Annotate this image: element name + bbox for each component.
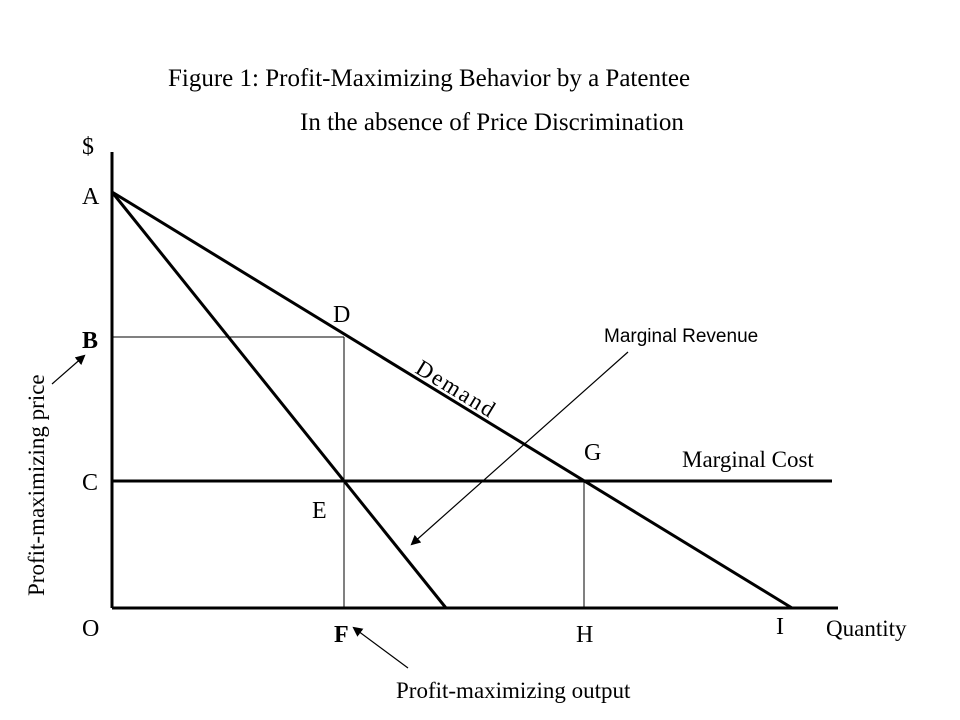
demand-label: Demand (411, 355, 501, 423)
profit-max-output-arrow (352, 626, 409, 669)
marginal-revenue-label: Marginal Revenue (604, 326, 758, 347)
point-label-e: E (312, 498, 327, 524)
y-axis-label: $ (82, 134, 94, 160)
marginal-revenue-curve (110, 191, 448, 609)
profit-max-price-label: Profit-maximizing price (24, 374, 49, 596)
point-label-c: C (82, 470, 98, 496)
point-label-b: B (82, 328, 98, 354)
point-label-h: H (576, 622, 593, 648)
marginal-cost-label: Marginal Cost (682, 447, 814, 472)
figure-title-line-2: In the absence of Price Discrimination (300, 109, 684, 136)
point-label-g: G (584, 440, 601, 466)
figure-title-line-1: Figure 1: Profit-Maximizing Behavior by … (168, 65, 690, 92)
demand-curve (111, 190, 793, 610)
profit-max-price-arrow (51, 354, 86, 385)
point-label-a: A (82, 184, 100, 210)
point-label-i: I (776, 614, 784, 640)
marginal-revenue-arrow (410, 351, 629, 546)
point-label-o: O (82, 616, 99, 642)
point-label-d: D (333, 302, 350, 328)
point-label-f: F (334, 622, 349, 648)
x-axis-label: Quantity (826, 616, 907, 641)
profit-max-output-label: Profit-maximizing output (396, 678, 631, 703)
